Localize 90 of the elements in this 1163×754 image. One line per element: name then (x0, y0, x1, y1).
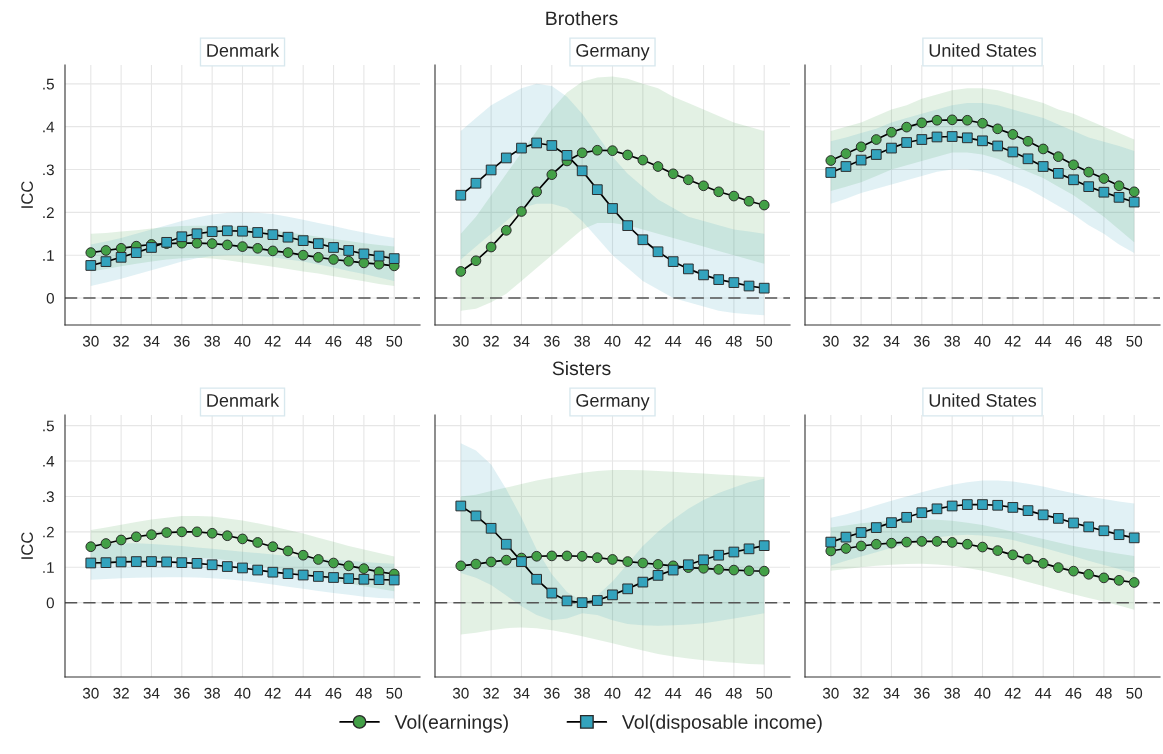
x-tick-label: 38 (574, 687, 590, 699)
x-tick-label: 46 (695, 687, 712, 699)
y-tick-label: .2 (43, 526, 54, 538)
x-tick-label: 42 (264, 687, 281, 699)
x-tick-label: 46 (1065, 687, 1082, 699)
x-tick-label: 44 (295, 335, 312, 347)
x-tick-label: 32 (483, 335, 499, 347)
y-tick-label: 0 (46, 292, 54, 304)
x-tick-label: 48 (355, 335, 372, 347)
x-tick-label: 50 (1126, 687, 1143, 699)
x-tick-label: 32 (853, 687, 869, 699)
x-tick-label: 30 (82, 687, 99, 699)
x-tick-label: 50 (756, 335, 773, 347)
x-tick-label: 48 (355, 687, 372, 699)
y-tick-label: .3 (43, 491, 54, 503)
x-tick-label: 44 (665, 335, 682, 347)
x-tick-label: 36 (543, 335, 560, 347)
x-tick-label: 46 (695, 335, 712, 347)
x-tick-label: 34 (513, 335, 530, 347)
x-tick-label: 48 (725, 687, 742, 699)
y-tick-label: .2 (43, 207, 54, 218)
x-tick-label: 36 (173, 335, 190, 347)
x-tick-label: 38 (944, 335, 960, 347)
x-tick-label: 34 (143, 335, 160, 347)
y-tick-label: .5 (43, 420, 54, 432)
x-tick-label: 44 (1035, 335, 1052, 347)
y-axis-title: ICC (21, 532, 33, 559)
x-tick-label: 42 (1004, 335, 1021, 347)
x-tick-label: 44 (1035, 687, 1052, 699)
x-tick-label: 48 (1095, 687, 1112, 699)
y-tick-label: .1 (43, 250, 54, 261)
x-tick-label: 44 (665, 687, 682, 699)
x-tick-label: 42 (1004, 687, 1021, 699)
x-tick-label: 38 (574, 335, 590, 347)
x-tick-label: 30 (82, 335, 99, 347)
chart-title: United States (929, 43, 1037, 57)
chart-title: Denmark (207, 393, 280, 407)
x-tick-label: 36 (173, 687, 190, 699)
y-tick-label: .4 (43, 121, 55, 133)
x-tick-label: 36 (913, 687, 930, 699)
x-tick-label: 38 (204, 335, 220, 347)
x-tick-label: 34 (513, 687, 530, 699)
x-tick-label: 34 (883, 687, 900, 699)
legend-label: Vol(earnings) (394, 714, 508, 733)
x-tick-label: 46 (325, 335, 342, 347)
chart-title: Germany (576, 394, 650, 411)
x-tick-label: 50 (1126, 335, 1143, 347)
x-tick-label: 40 (974, 335, 991, 347)
x-tick-label: 40 (234, 687, 251, 699)
x-tick-label: 48 (1095, 335, 1112, 347)
x-tick-label: 42 (634, 335, 651, 347)
y-tick-label: .3 (43, 164, 54, 176)
text: Sisters (552, 360, 611, 376)
x-tick-label: 50 (386, 335, 403, 347)
x-tick-label: 48 (725, 335, 742, 347)
x-tick-label: 40 (974, 687, 991, 699)
chart-title: Germany (576, 44, 650, 61)
x-tick-label: 32 (483, 687, 499, 699)
x-tick-label: 32 (113, 687, 129, 699)
y-axis-title: ICC (21, 181, 33, 208)
x-tick-label: 42 (264, 335, 281, 347)
x-tick-label: 32 (113, 335, 129, 347)
y-tick-label: 0 (46, 597, 54, 609)
x-tick-label: 32 (853, 335, 869, 347)
text: Brothers (546, 10, 618, 26)
x-tick-label: 36 (543, 687, 560, 699)
x-tick-label: 36 (913, 335, 930, 347)
x-tick-label: 46 (1065, 335, 1082, 347)
x-tick-label: 34 (883, 335, 900, 347)
x-tick-label: 44 (295, 687, 312, 699)
y-tick-label: .5 (43, 78, 54, 90)
y-tick-label: .4 (43, 456, 55, 467)
x-tick-label: 40 (234, 335, 251, 347)
x-tick-label: 38 (944, 687, 960, 699)
y-tick-label: .1 (43, 562, 54, 573)
x-tick-label: 40 (604, 335, 621, 347)
x-tick-label: 30 (822, 687, 839, 699)
x-tick-label: 46 (325, 687, 342, 699)
x-tick-label: 40 (604, 687, 621, 699)
chart-title: United States (929, 393, 1037, 407)
x-tick-label: 30 (452, 335, 469, 347)
x-tick-label: 50 (756, 687, 773, 699)
x-tick-label: 42 (634, 687, 651, 699)
legend-label: Vol(disposable income) (621, 714, 822, 733)
chart-title: Denmark (207, 43, 280, 57)
x-tick-label: 30 (452, 687, 469, 699)
x-tick-label: 30 (822, 335, 839, 347)
x-tick-label: 50 (386, 687, 403, 699)
x-tick-label: 34 (143, 687, 160, 699)
x-tick-label: 38 (204, 687, 220, 699)
